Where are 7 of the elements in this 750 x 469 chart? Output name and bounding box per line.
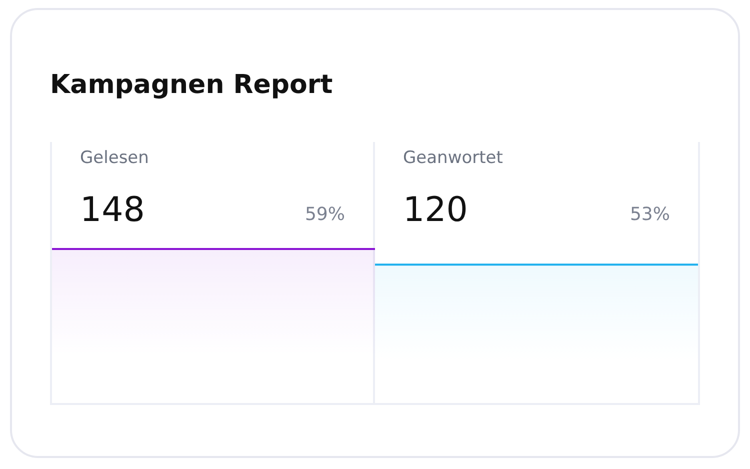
category-label: Geanwortet <box>403 148 503 168</box>
category-label: Gelesen <box>80 148 149 168</box>
data-label: 120 <box>403 190 468 230</box>
text: Kampagnen Report <box>50 70 333 100</box>
data-label: 148 <box>80 190 145 230</box>
data-label: 53% <box>630 204 670 225</box>
data-label: 59% <box>304 204 345 225</box>
